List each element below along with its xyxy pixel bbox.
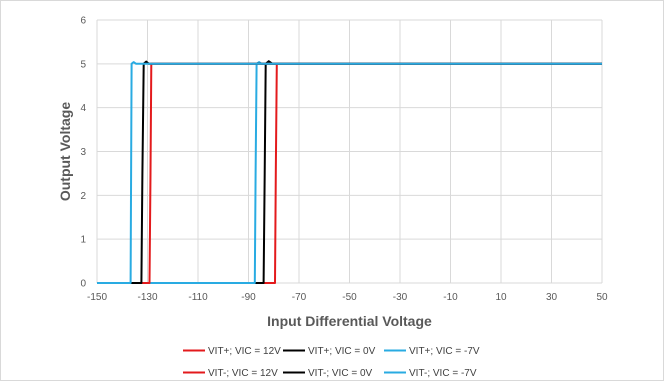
x-tick-label: -90 <box>241 292 256 303</box>
y-tick-label: 6 <box>80 16 86 27</box>
y-tick-label: 1 <box>80 235 86 246</box>
x-tick-label: -130 <box>137 292 157 303</box>
x-tick-label: -30 <box>393 292 408 303</box>
series-line-5 <box>97 61 602 284</box>
legend-label: VIT-; VIC = -7V <box>409 368 477 379</box>
y-tick-label: 0 <box>80 279 86 290</box>
grid-lines <box>96 19 603 284</box>
y-tick-label: 5 <box>80 59 86 70</box>
x-tick-label: 30 <box>546 292 558 303</box>
legend: VIT+; VIC = 12V VIT+; VIC = 0V VIT+; VIC =… <box>183 346 480 379</box>
legend-label: VIT+; VIC = 0V <box>308 346 376 357</box>
series-group <box>97 60 602 284</box>
x-tick-label: -110 <box>188 292 208 303</box>
y-tick-label: 4 <box>80 103 86 114</box>
legend-label: VIT-; VIC = 12V <box>208 368 278 379</box>
x-tick-label: -150 <box>87 292 107 303</box>
x-tick-label: -10 <box>443 292 458 303</box>
x-tick-label: 50 <box>596 292 608 303</box>
x-axis-title: Input Differential Voltage <box>267 313 432 329</box>
y-tick-label: 2 <box>80 191 86 202</box>
legend-label: VIT+; VIC = -7V <box>409 346 480 357</box>
legend-label: VIT+; VIC = 12V <box>208 346 281 357</box>
y-tick-label: 3 <box>80 147 86 158</box>
legend-label: VIT-; VIC = 0V <box>308 368 373 379</box>
tick-labels: -150 -130 -110 -90 -70 -50 -30 -10 10 30 50 0 1 2 3 4 5 6 <box>80 16 608 304</box>
x-tick-label: 10 <box>495 292 507 303</box>
y-axis-title: Output Voltage <box>57 102 73 201</box>
x-tick-label: -70 <box>292 292 307 303</box>
x-tick-label: -50 <box>342 292 357 303</box>
